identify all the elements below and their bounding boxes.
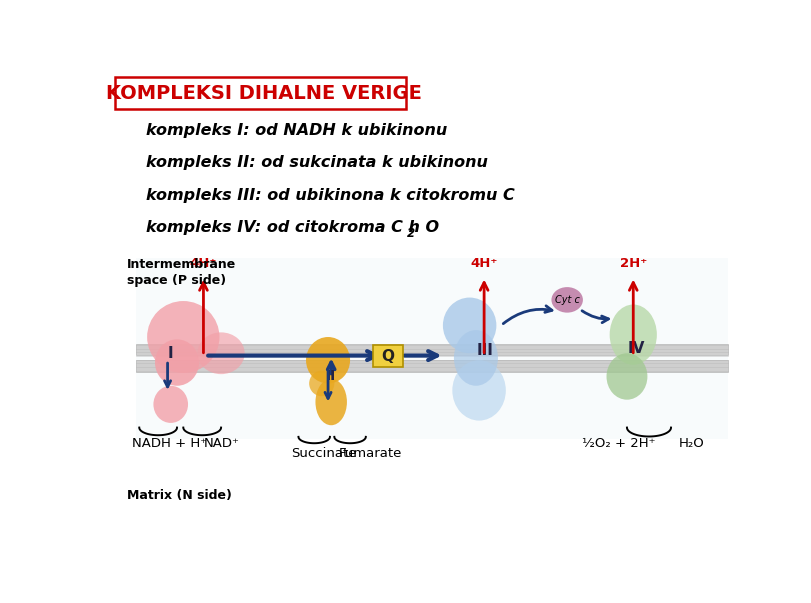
Ellipse shape — [452, 360, 505, 421]
Ellipse shape — [609, 305, 656, 365]
Ellipse shape — [155, 339, 199, 386]
Text: NAD⁺: NAD⁺ — [204, 437, 240, 450]
Text: Intermembrane
space (P side): Intermembrane space (P side) — [127, 258, 236, 287]
Ellipse shape — [153, 386, 188, 423]
Text: kompleks III: od ubikinona k citokromu C: kompleks III: od ubikinona k citokromu C — [145, 188, 513, 203]
Text: 4H⁺: 4H⁺ — [190, 257, 217, 270]
Ellipse shape — [147, 301, 219, 373]
FancyBboxPatch shape — [372, 346, 402, 367]
Text: 2: 2 — [406, 227, 414, 241]
Text: 2H⁺: 2H⁺ — [619, 257, 646, 270]
Text: II: II — [326, 370, 336, 384]
FancyBboxPatch shape — [136, 258, 727, 439]
Bar — [136, 361, 727, 372]
Text: Succinate: Succinate — [291, 447, 357, 459]
Text: Matrix (N side): Matrix (N side) — [127, 489, 231, 502]
Text: kompleks II: od sukcinata k ubikinonu: kompleks II: od sukcinata k ubikinonu — [145, 156, 487, 171]
Ellipse shape — [442, 297, 496, 353]
FancyBboxPatch shape — [114, 77, 406, 109]
Text: ½O₂ + 2H⁺: ½O₂ + 2H⁺ — [581, 437, 654, 450]
Text: Fumarate: Fumarate — [338, 447, 401, 459]
Ellipse shape — [606, 353, 646, 400]
Text: KOMPLEKSI DIHALNE VERIGE: KOMPLEKSI DIHALNE VERIGE — [105, 84, 421, 103]
Text: NADH + H⁺: NADH + H⁺ — [131, 437, 207, 450]
Text: III: III — [476, 344, 493, 358]
Ellipse shape — [551, 287, 582, 312]
Ellipse shape — [453, 330, 497, 386]
Ellipse shape — [309, 371, 334, 396]
Text: I: I — [168, 346, 174, 361]
Text: Q: Q — [381, 349, 394, 364]
Text: 4H⁺: 4H⁺ — [470, 257, 497, 270]
Text: H₂O: H₂O — [678, 437, 704, 450]
Text: kompleks I: od NADH k ubikinonu: kompleks I: od NADH k ubikinonu — [145, 123, 446, 138]
Text: IV: IV — [627, 341, 644, 356]
Ellipse shape — [197, 332, 244, 374]
Text: Cyt c: Cyt c — [554, 295, 579, 305]
Ellipse shape — [306, 337, 350, 384]
Text: kompleks IV: od citokroma C h O: kompleks IV: od citokroma C h O — [145, 221, 438, 235]
Ellipse shape — [315, 379, 346, 425]
Bar — [136, 344, 727, 355]
